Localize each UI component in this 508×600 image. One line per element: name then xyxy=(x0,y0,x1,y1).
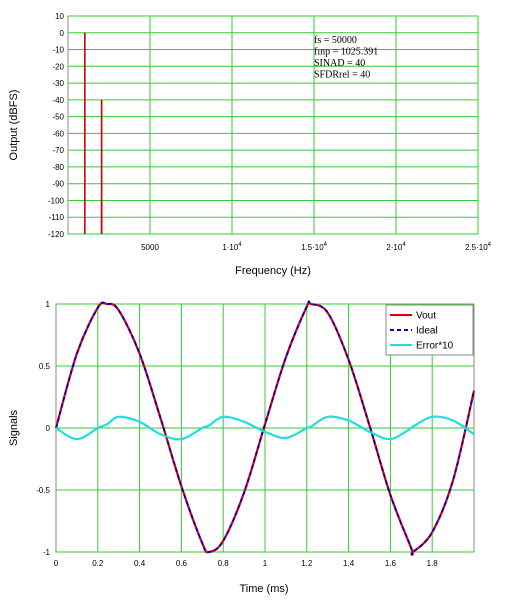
signals-x-tick-3: 0.6 xyxy=(176,559,188,568)
spectrum-y-tick-0: 10 xyxy=(55,12,64,21)
signals-x-tick-labels: 0 0.2 0.4 0.6 0.8 1 1.2 1.4 1.6 1.8 xyxy=(54,559,439,568)
signals-lines xyxy=(54,300,476,556)
signals-legend-label-2: Error*10 xyxy=(416,341,454,352)
signals-x-tick-5: 1 xyxy=(263,559,268,568)
signals-y-tick-2: 0 xyxy=(46,424,51,433)
spectrum-annotation-0: fs = 50000 xyxy=(314,35,357,46)
spectrum-y-tick-2: -10 xyxy=(52,46,64,55)
spectrum-x-tick-labels: 5000 1·104 1.5·104 2·104 2.5·104 xyxy=(141,242,492,252)
spectrum-y-tick-5: -40 xyxy=(52,96,64,105)
signals-y-tick-1: 0.5 xyxy=(39,362,51,371)
signals-y-tick-4: -1 xyxy=(43,548,51,557)
signals-y-tick-0: 1 xyxy=(46,300,51,309)
spectrum-y-axis-label: Output (dBFS) xyxy=(8,90,20,161)
spectrum-x-tick-1: 1·104 xyxy=(222,242,242,252)
signals-chart: 1 0.5 0 -0.5 -1 0 0.2 0.4 0.6 0.8 1 1.2 1.4 1.6 1.8 V… xyxy=(8,300,476,595)
signals-x-tick-2: 0.4 xyxy=(134,559,146,568)
spectrum-y-tick-13: -120 xyxy=(48,230,65,239)
signals-y-tick-3: -0.5 xyxy=(36,486,50,495)
spectrum-x-tick-4: 2.5·104 xyxy=(465,242,492,252)
signals-x-tick-7: 1.4 xyxy=(343,559,355,568)
spectrum-y-tick-11: -100 xyxy=(48,196,65,205)
spectrum-annotation-1: fınp = 1025.391 xyxy=(314,47,378,58)
spectrum-annotation-3: SFDRrel = 40 xyxy=(314,70,370,81)
signals-x-tick-1: 0.2 xyxy=(92,559,104,568)
signals-x-tick-9: 1.8 xyxy=(427,559,439,568)
signals-x-tick-0: 0 xyxy=(54,559,59,568)
spectrum-y-tick-10: -90 xyxy=(52,180,64,189)
signals-line-ideal xyxy=(55,300,475,556)
spectrum-x-tick-2: 1.5·104 xyxy=(301,242,328,252)
spectrum-plot-area xyxy=(67,15,479,235)
spectrum-x-tick-3: 2·104 xyxy=(386,242,406,252)
spectrum-chart: 10 0 -10 -20 -30 -40 -50 -60 -70 -80 -90 -100 -110 -1… xyxy=(8,12,492,277)
signals-x-tick-4: 0.8 xyxy=(218,559,230,568)
signals-legend: Vout Ideal Error*10 xyxy=(385,304,474,356)
signals-x-axis-label: Time (ms) xyxy=(239,583,288,595)
signals-x-tick-8: 1.6 xyxy=(385,559,397,568)
spectrum-x-axis-label: Frequency (Hz) xyxy=(235,265,311,277)
spectrum-y-tick-3: -20 xyxy=(52,62,64,71)
spectrum-grid xyxy=(68,15,479,235)
spectrum-y-tick-8: -70 xyxy=(52,146,64,155)
signals-legend-label-1: Ideal xyxy=(416,326,438,337)
spectrum-y-tick-7: -60 xyxy=(52,129,64,138)
spectrum-y-tick-4: -30 xyxy=(52,79,64,88)
spectrum-annotation-2: SINAD = 40 xyxy=(314,58,365,69)
signals-y-axis-label: Signals xyxy=(8,409,20,446)
spectrum-y-tick-12: -110 xyxy=(49,213,65,222)
signals-x-tick-6: 1.2 xyxy=(301,559,313,568)
spectrum-y-tick-1: 0 xyxy=(60,29,65,38)
spectrum-y-tick-9: -80 xyxy=(52,163,64,172)
signals-legend-label-0: Vout xyxy=(416,311,436,322)
spectrum-y-tick-labels: 10 0 -10 -20 -30 -40 -50 -60 -70 -80 -90 -100 -110 -1… xyxy=(48,12,65,239)
spectrum-y-tick-6: -50 xyxy=(52,113,64,122)
spectrum-bars xyxy=(84,32,103,234)
spectrum-x-tick-0: 5000 xyxy=(141,243,159,252)
signals-y-tick-labels: 1 0.5 0 -0.5 -1 xyxy=(36,300,50,557)
signals-line-error-10 xyxy=(55,415,475,441)
